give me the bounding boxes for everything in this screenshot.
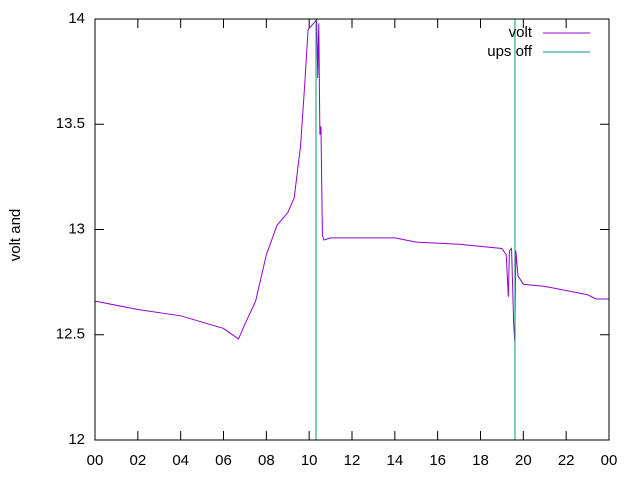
y-axis-label: volt and [7, 209, 24, 262]
x-tick-label: 00 [87, 452, 104, 469]
x-tick-label: 08 [258, 452, 275, 469]
y-tick-label: 12 [68, 431, 85, 448]
plot-border [94, 18, 610, 441]
x-tick-label: 00 [601, 452, 618, 469]
x-tick-label: 20 [515, 452, 532, 469]
series-line [95, 19, 609, 342]
x-tick-label: 04 [172, 452, 189, 469]
y-tick-label: 12.5 [56, 326, 85, 343]
x-tick-label: 10 [301, 452, 318, 469]
x-tick-label: 12 [344, 452, 361, 469]
x-tick-label: 02 [129, 452, 146, 469]
series-line [315, 19, 516, 440]
x-tick-label: 16 [429, 452, 446, 469]
y-tick-label: 14 [68, 10, 85, 27]
x-tick-label: 22 [558, 452, 575, 469]
y-tick-label: 13 [68, 220, 85, 237]
legend-label: volt [509, 24, 533, 41]
x-tick-label: 06 [215, 452, 232, 469]
x-tick-label: 18 [472, 452, 489, 469]
x-tick-label: 14 [386, 452, 403, 469]
y-tick-label: 13.5 [56, 115, 85, 132]
legend-label: ups off [487, 43, 533, 60]
